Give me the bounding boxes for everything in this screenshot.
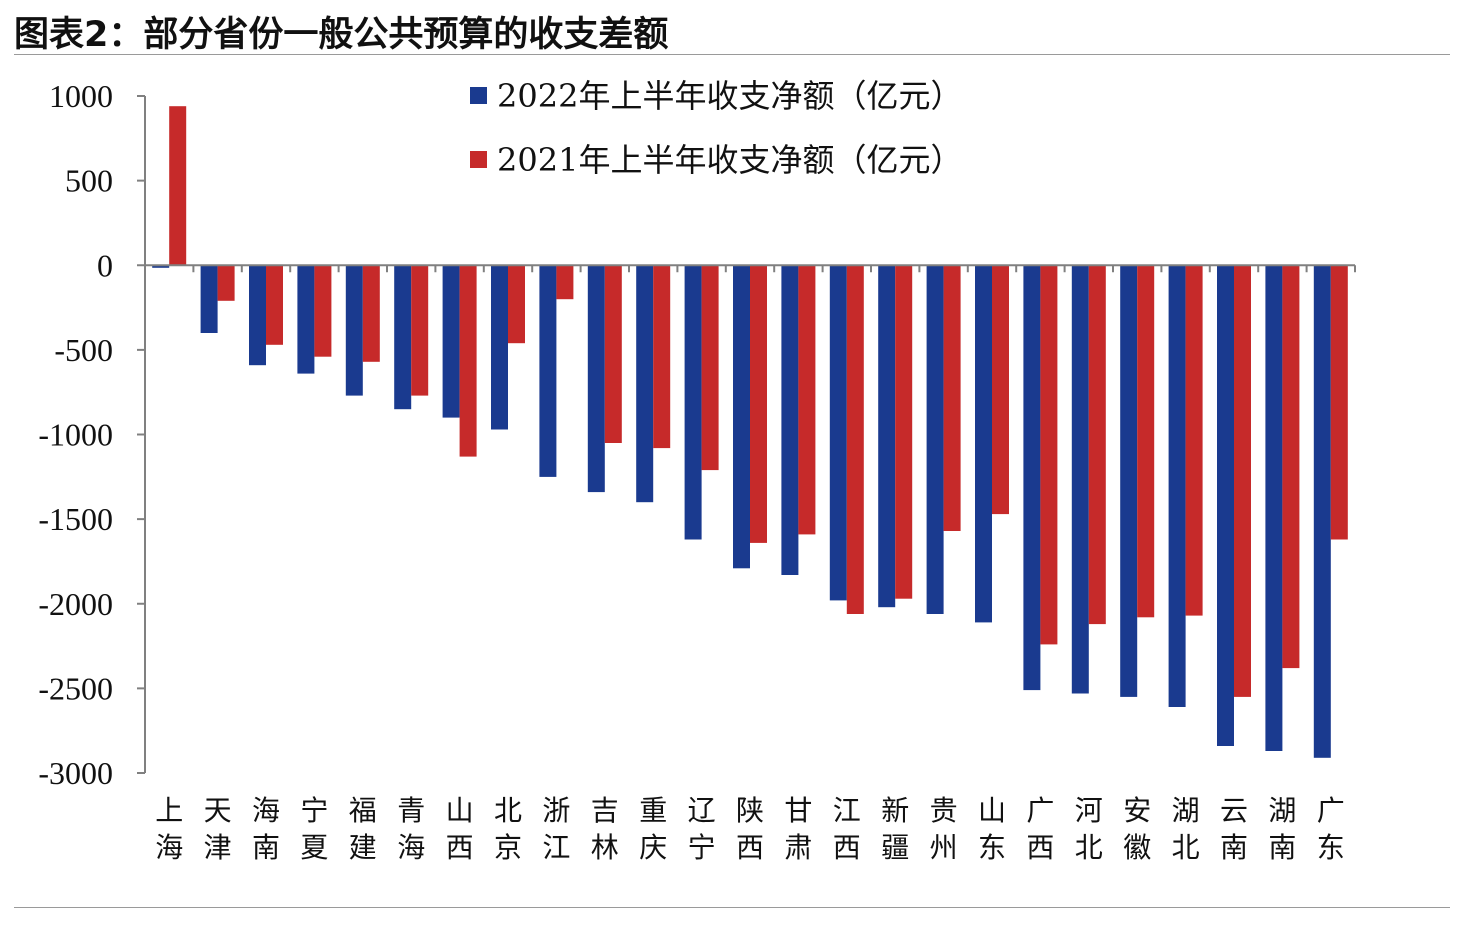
x-category-label: 北京: [494, 794, 522, 864]
bar-2022: [1265, 265, 1283, 751]
bar-2021: [217, 265, 235, 301]
legend-swatch: [470, 87, 487, 104]
bar-2021: [604, 265, 622, 443]
x-category-label: 云南: [1220, 794, 1248, 864]
y-tick-label: -500: [54, 332, 113, 368]
bar-2022: [587, 265, 605, 493]
bar-2022: [152, 265, 170, 268]
x-category-label: 江西: [833, 794, 861, 864]
x-category-label: 甘肃: [784, 794, 812, 864]
y-tick-label: -1500: [38, 501, 113, 537]
bar-2022: [1313, 265, 1331, 758]
bar-2021: [846, 265, 864, 614]
legend: 2022年上半年收支净额（亿元） 2021年上半年收支净额（亿元）: [470, 77, 962, 179]
bar-2021: [1137, 265, 1155, 618]
bar-2021: [895, 265, 913, 599]
x-category-label: 浙江: [542, 794, 570, 864]
bar-2022: [249, 265, 266, 366]
x-category-label: 上海: [155, 794, 183, 864]
x-category-label: 青海: [397, 794, 425, 864]
bar-2022: [975, 265, 992, 623]
footer-divider: [14, 907, 1450, 908]
bar-2021: [1040, 265, 1058, 645]
y-tick-label: 0: [97, 247, 113, 283]
bar-2022: [1071, 265, 1089, 694]
y-tick-label: 500: [65, 163, 113, 199]
y-tick-label: -3000: [38, 755, 113, 791]
x-axis: 上海天津海南宁夏福建青海山西北京浙江吉林重庆辽宁陕西甘肃江西新疆贵州山东广西河北…: [144, 264, 1356, 864]
bar-2022: [297, 265, 315, 374]
bar-2021: [1330, 265, 1348, 540]
x-category-label: 山西: [446, 794, 474, 864]
title-divider: [14, 54, 1450, 55]
x-category-label: 天津: [204, 794, 232, 864]
x-category-label: 河北: [1075, 794, 1103, 864]
bar-2021: [508, 265, 525, 344]
figure-title: 图表2：部分省份一般公共预算的收支差额: [14, 15, 669, 55]
legend-label: 2022年上半年收支净额（亿元）: [497, 77, 962, 115]
x-category-label: 广西: [1026, 794, 1054, 864]
bar-2022: [442, 265, 460, 418]
x-category-label: 广东: [1317, 794, 1345, 864]
y-axis: 1000 500 0 -500 -1000 -1500 -2000 -2500 -3000: [38, 78, 146, 791]
x-category-label: 重庆: [639, 794, 667, 864]
bar-2022: [1168, 265, 1186, 707]
bar-2022: [491, 265, 508, 430]
y-tick-label: -1000: [38, 417, 113, 453]
legend-swatch: [470, 151, 487, 168]
bar-2022: [345, 265, 363, 396]
bar-2021: [653, 265, 671, 449]
bar-2021: [1234, 265, 1251, 697]
bar-2021: [411, 265, 429, 396]
x-category-label: 吉林: [591, 794, 619, 864]
bar-2021: [556, 265, 574, 300]
bar-2022: [878, 265, 896, 608]
bar-2022: [1023, 265, 1041, 691]
bar-2021: [992, 265, 1009, 515]
bar-2021: [1185, 265, 1203, 616]
x-category-label: 福建: [349, 794, 377, 864]
bar-2021: [169, 106, 187, 266]
x-category-label: 宁夏: [300, 794, 328, 864]
y-tick-label: 1000: [49, 78, 113, 114]
bar-2021: [1282, 265, 1300, 669]
x-category-label: 新疆: [881, 794, 909, 864]
x-category-label: 陕西: [736, 794, 764, 864]
bar-2022: [636, 265, 654, 503]
bar-2021: [1088, 265, 1106, 625]
x-category-label: 贵州: [930, 794, 958, 864]
bar-2022: [733, 265, 750, 569]
bar-2021: [459, 265, 477, 457]
bars: [152, 106, 1348, 758]
bar-2021: [943, 265, 961, 531]
bar-2021: [362, 265, 380, 362]
bar-2021: [266, 265, 283, 345]
bar-2022: [539, 265, 557, 477]
bar-2022: [829, 265, 847, 601]
bar-2022: [926, 265, 944, 614]
x-category-label: 湖南: [1268, 794, 1296, 864]
bar-2022: [394, 265, 412, 410]
bar-2022: [200, 265, 218, 333]
bar-2022: [684, 265, 702, 540]
y-tick-label: -2000: [38, 586, 113, 622]
x-category-label: 山东: [978, 794, 1006, 864]
legend-label: 2021年上半年收支净额（亿元）: [497, 141, 962, 179]
bar-2021: [750, 265, 767, 543]
bar-2022: [1217, 265, 1234, 746]
x-category-label: 湖北: [1172, 794, 1200, 864]
y-tick-label: -2500: [38, 670, 113, 706]
bar-2022: [1120, 265, 1138, 697]
x-category-label: 安徽: [1123, 794, 1151, 864]
bar-2021: [314, 265, 332, 357]
x-category-label: 辽宁: [688, 794, 716, 864]
bar-2022: [781, 265, 799, 575]
bar-2021: [701, 265, 719, 471]
x-category-label: 海南: [252, 794, 280, 864]
bar-2021: [798, 265, 816, 535]
